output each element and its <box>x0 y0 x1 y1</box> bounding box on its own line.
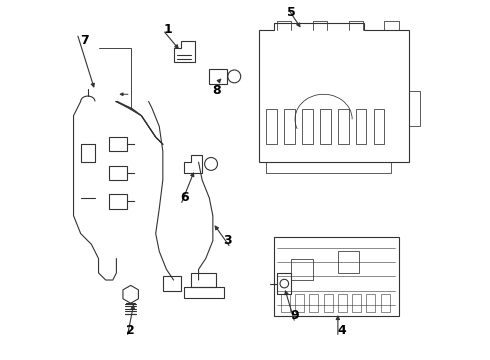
Text: 7: 7 <box>80 34 89 47</box>
Text: 4: 4 <box>337 324 346 337</box>
Text: 5: 5 <box>287 6 296 19</box>
Text: 6: 6 <box>180 192 189 204</box>
Text: 8: 8 <box>212 84 220 97</box>
Text: 2: 2 <box>126 324 135 337</box>
Text: 1: 1 <box>164 23 172 36</box>
Text: 9: 9 <box>291 309 299 322</box>
Text: 3: 3 <box>223 234 231 247</box>
